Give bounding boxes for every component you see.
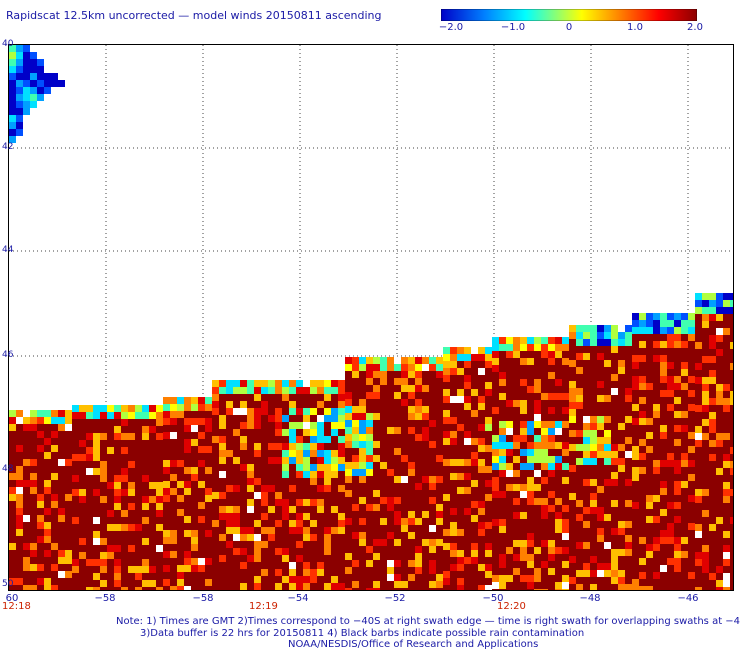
plot-area bbox=[8, 44, 734, 591]
y-tick-label: 48 bbox=[2, 464, 14, 474]
plot-canvas bbox=[9, 45, 733, 590]
x-tick-label: −58 bbox=[94, 593, 116, 604]
note-line-3: NOAA/NESDIS/Office of Research and Appli… bbox=[288, 639, 539, 650]
y-tick-label: 44 bbox=[2, 245, 14, 255]
colorbar-label: 2.0 bbox=[687, 22, 703, 33]
x-tick-label: −54 bbox=[287, 593, 309, 604]
note-line-1: Note: 1) Times are GMT 2)Times correspon… bbox=[116, 616, 740, 627]
x-tick-label: −52 bbox=[384, 593, 406, 604]
y-tick-label: 46 bbox=[2, 350, 14, 360]
y-tick-label: 40 bbox=[2, 39, 14, 49]
x-tick-label: −46 bbox=[677, 593, 699, 604]
x-tick-label: 60 bbox=[5, 593, 19, 604]
colorbar-label: −2.0 bbox=[438, 22, 464, 33]
y-tick-label: 42 bbox=[2, 142, 14, 152]
time-label: 12:18 bbox=[2, 601, 31, 612]
time-label: 12:19 bbox=[249, 601, 278, 612]
x-tick-label: −50 bbox=[482, 593, 504, 604]
colorbar bbox=[441, 9, 697, 21]
x-tick-label: −48 bbox=[579, 593, 601, 604]
y-tick-label: 50 bbox=[2, 579, 14, 589]
x-tick-label: −58 bbox=[192, 593, 214, 604]
colorbar-label: 1.0 bbox=[627, 22, 643, 33]
colorbar-label: 0 bbox=[565, 22, 573, 33]
figure-title: Rapidscat 12.5km uncorrected — model win… bbox=[6, 9, 382, 22]
time-label: 12:20 bbox=[497, 601, 526, 612]
wind-patch-topleft bbox=[9, 45, 65, 143]
note-line-2: 3)Data buffer is 22 hrs for 20150811 4) … bbox=[140, 628, 585, 639]
colorbar-label: −1.0 bbox=[500, 22, 526, 33]
wind-swath bbox=[9, 293, 733, 590]
